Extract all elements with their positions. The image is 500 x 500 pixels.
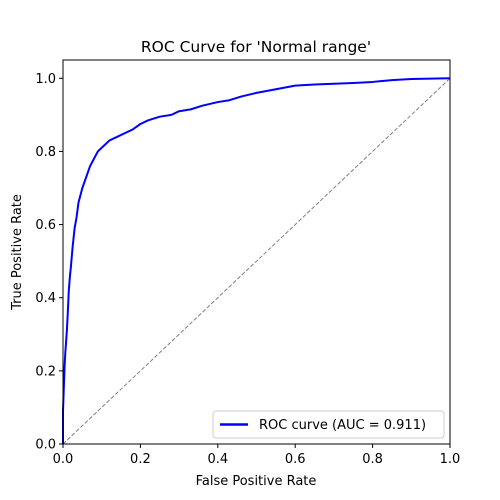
plot-background xyxy=(63,60,450,444)
series-layer xyxy=(62,77,451,445)
x-tick-label: 0.2 xyxy=(130,452,151,467)
y-axis-label: True Positive Rate xyxy=(10,194,25,311)
y-tick-label: 0.2 xyxy=(35,364,56,379)
x-tick-label: 1.0 xyxy=(440,452,461,467)
legend-box xyxy=(212,410,445,439)
chart-title: ROC Curve for 'Normal range' xyxy=(141,38,371,56)
x-axis: 0.0 0.2 0.4 0.6 0.8 1.0 xyxy=(53,444,461,467)
x-tick-label: 0.0 xyxy=(53,452,74,467)
plot-frame xyxy=(62,59,451,445)
y-tick-label: 0.0 xyxy=(35,438,56,453)
legend: ROC curve (AUC = 0.911) xyxy=(212,410,445,439)
roc-curve-line xyxy=(62,77,451,444)
x-axis-label: False Positive Rate xyxy=(196,474,317,489)
x-tick-label: 0.8 xyxy=(362,452,383,467)
y-tick-label: 0.4 xyxy=(35,291,56,306)
plot-area xyxy=(62,59,451,445)
chance-diagonal-line xyxy=(62,77,451,445)
y-tick-label: 1.0 xyxy=(35,72,56,87)
y-tick-label: 0.6 xyxy=(35,218,56,233)
y-tick-label: 0.8 xyxy=(35,145,56,160)
y-axis: 0.0 0.2 0.4 0.6 0.8 1.0 xyxy=(35,72,63,453)
x-tick-label: 0.6 xyxy=(285,452,306,467)
legend-label: ROC curve (AUC = 0.911) xyxy=(259,418,426,433)
x-tick-label: 0.4 xyxy=(207,452,228,467)
